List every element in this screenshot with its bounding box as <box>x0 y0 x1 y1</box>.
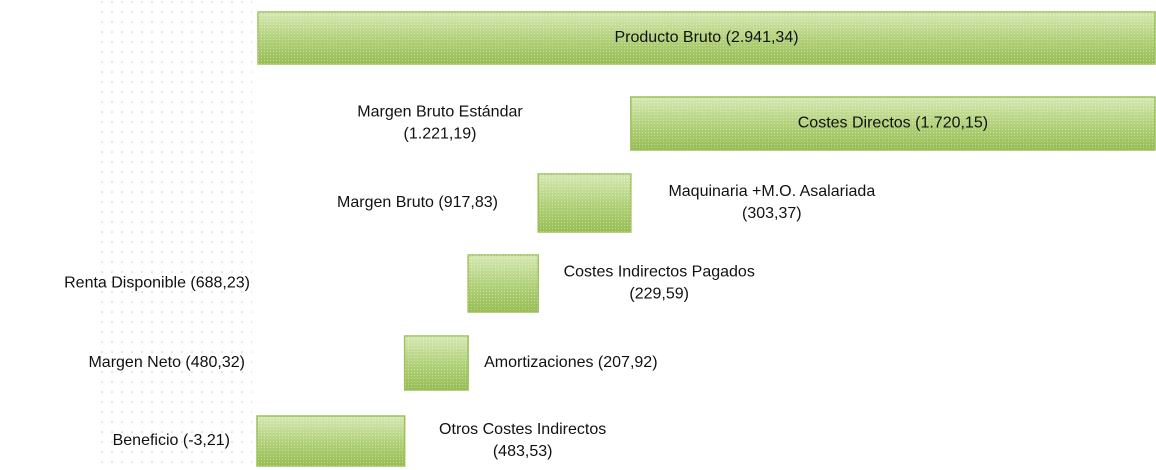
result-label: Renta Disponible (688,23) <box>64 275 250 292</box>
result-label: (1.221,19) <box>404 126 477 143</box>
bar-label: (229,59) <box>629 286 689 303</box>
bar-label: Amortizaciones (207,92) <box>484 354 657 371</box>
bar-label: Maquinaria +M.O. Asalariada <box>668 183 875 200</box>
bar-label: Costes Directos (1.720,15) <box>798 115 988 132</box>
bar-texture <box>538 174 631 232</box>
bar-texture <box>468 255 539 312</box>
result-label: Margen Neto (480,32) <box>88 354 245 371</box>
bar-label: Costes Indirectos Pagados <box>564 264 755 281</box>
bar-label: (483,53) <box>493 443 553 460</box>
result-label: Beneficio (-3,21) <box>113 432 230 449</box>
bar-label: Otros Costes Indirectos <box>439 421 606 438</box>
bar-texture <box>404 336 469 390</box>
bar-label: (303,37) <box>742 205 802 222</box>
plot-texture <box>100 0 252 470</box>
bar-texture <box>257 416 405 466</box>
result-label: Margen Bruto Estándar <box>357 104 523 121</box>
bar-texture <box>258 12 1155 64</box>
bar-label: Producto Bruto (2.941,34) <box>614 29 798 46</box>
bar-texture <box>630 97 1155 150</box>
result-label: Margen Bruto (917,83) <box>337 194 498 211</box>
